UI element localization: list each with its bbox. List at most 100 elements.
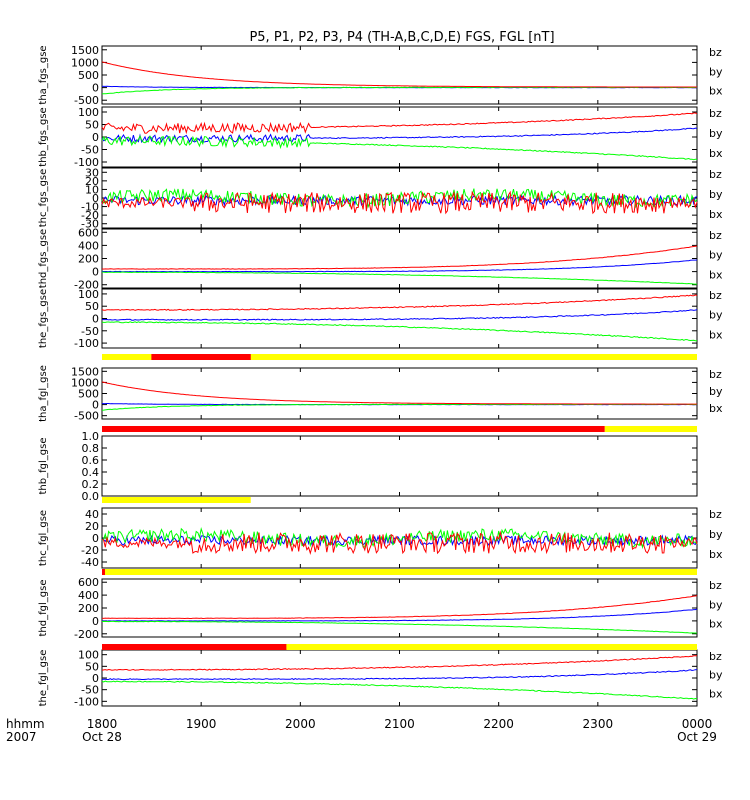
y-axis-label: thd_fgs_gse bbox=[38, 229, 49, 288]
y-tick-label: 0 bbox=[92, 399, 99, 412]
series-by bbox=[102, 271, 698, 285]
legend-by: by bbox=[709, 598, 723, 611]
x-axis-year-label: 2007 bbox=[6, 730, 37, 744]
y-tick-label: -20 bbox=[81, 544, 99, 557]
legend-by: by bbox=[709, 188, 723, 201]
panel-thb_fgl_gse: thb_fgl_gse 1.00.80.60.40.20.0 bbox=[38, 430, 698, 503]
y-axis-label: the_fgs_gse bbox=[38, 289, 49, 348]
legend-bz: bz bbox=[709, 289, 722, 302]
legend-bz: bz bbox=[709, 168, 722, 181]
series-bz bbox=[101, 112, 698, 135]
legend-by: by bbox=[709, 385, 723, 398]
y-axis-label: thd_fgl_gse bbox=[38, 580, 49, 637]
status-bar-segment bbox=[604, 426, 697, 432]
x-tick-label: 1800 bbox=[87, 717, 118, 731]
series-by bbox=[101, 526, 698, 550]
x-axis-start-date: Oct 28 bbox=[82, 730, 122, 744]
legend-by: by bbox=[709, 669, 723, 682]
y-tick-label: 200 bbox=[78, 602, 99, 615]
series-by bbox=[101, 321, 697, 342]
y-tick-label: 600 bbox=[78, 226, 99, 239]
y-tick-label: 100 bbox=[78, 288, 99, 301]
y-axis-label: the_fgl_gse bbox=[38, 650, 49, 707]
series-by bbox=[101, 620, 698, 634]
legend-by: by bbox=[709, 127, 723, 140]
y-tick-label: 0.0 bbox=[82, 490, 100, 503]
legend-bz: bz bbox=[709, 508, 722, 521]
legend-bz: bz bbox=[709, 368, 722, 381]
x-axis-end-date: Oct 29 bbox=[677, 730, 717, 744]
y-tick-label: 1500 bbox=[71, 365, 99, 378]
x-axis: hhmm 2007 Oct 28 Oct 29 1800 1900 2000 2100… bbox=[6, 717, 717, 744]
series-bx bbox=[101, 669, 698, 681]
y-tick-label: -100 bbox=[74, 695, 99, 708]
panels: tha_fgs_gse 150010005000-500bzbybxthb_fgs… bbox=[38, 44, 723, 709]
y-tick-label: 400 bbox=[78, 239, 99, 252]
series-bz bbox=[101, 595, 698, 620]
x-tick-label: 2300 bbox=[583, 717, 614, 731]
chart-title: P5, P1, P2, P3, P4 (TH-A,B,C,D,E) FGS, F… bbox=[249, 30, 554, 45]
y-tick-label: 50 bbox=[85, 300, 99, 313]
y-tick-label: 0 bbox=[92, 313, 99, 326]
y-tick-label: -200 bbox=[74, 279, 99, 292]
y-tick-label: -500 bbox=[74, 410, 99, 423]
legend-bx: bx bbox=[709, 208, 723, 221]
y-tick-label: 50 bbox=[85, 660, 99, 673]
y-tick-label: 1000 bbox=[71, 56, 99, 69]
y-tick-label: -200 bbox=[74, 628, 99, 641]
status-bar-segment bbox=[102, 354, 697, 360]
legend-bz: bz bbox=[709, 229, 722, 242]
legend-by: by bbox=[709, 249, 723, 262]
legend-bz: bz bbox=[709, 107, 722, 120]
y-tick-label: -20 bbox=[81, 209, 99, 222]
legend-bx: bx bbox=[709, 548, 723, 561]
y-tick-label: 0 bbox=[92, 672, 99, 685]
legend-bx: bx bbox=[709, 85, 723, 98]
y-tick-label: -40 bbox=[81, 556, 99, 569]
x-tick-label: 2200 bbox=[483, 717, 514, 731]
y-tick-label: -500 bbox=[74, 94, 99, 107]
y-tick-label: -10 bbox=[81, 201, 99, 214]
y-axis-label: thc_fgs_gse bbox=[38, 169, 49, 228]
series-by bbox=[101, 188, 698, 209]
y-tick-label: 0 bbox=[92, 131, 99, 144]
y-tick-label: -30 bbox=[81, 218, 99, 231]
legend-bx: bx bbox=[709, 618, 723, 631]
status-bar-segment bbox=[102, 644, 287, 650]
status-bar-segment bbox=[151, 354, 251, 360]
x-tick-label: 0000 bbox=[682, 717, 713, 731]
y-tick-label: 0 bbox=[92, 266, 99, 279]
y-tick-label: 40 bbox=[85, 508, 99, 521]
y-tick-label: 0.2 bbox=[82, 478, 100, 491]
y-tick-label: -50 bbox=[81, 684, 99, 697]
y-axis-label: tha_fgl_gse bbox=[38, 365, 49, 422]
x-tick-label: 2000 bbox=[285, 717, 316, 731]
status-bar-segment bbox=[102, 497, 251, 503]
y-tick-label: 200 bbox=[78, 253, 99, 266]
y-axis-label: thc_fgl_gse bbox=[38, 510, 49, 566]
series-bz bbox=[101, 61, 697, 88]
y-tick-label: 0 bbox=[92, 82, 99, 95]
series-by bbox=[101, 135, 698, 161]
y-tick-label: 100 bbox=[78, 649, 99, 662]
y-tick-label: 0.4 bbox=[82, 466, 100, 479]
y-tick-label: 1000 bbox=[71, 376, 99, 389]
y-tick-label: 1500 bbox=[71, 44, 99, 57]
series-by bbox=[101, 403, 698, 411]
series-bx bbox=[101, 309, 698, 321]
legend-bz: bz bbox=[709, 46, 722, 59]
y-tick-label: 0 bbox=[92, 532, 99, 545]
status-bar-segment bbox=[102, 426, 605, 432]
status-bar-segment bbox=[102, 569, 105, 575]
series-by bbox=[101, 680, 698, 700]
y-tick-label: 30 bbox=[85, 166, 99, 179]
y-tick-label: 0 bbox=[92, 615, 99, 628]
y-tick-label: 100 bbox=[78, 106, 99, 119]
y-tick-label: -50 bbox=[81, 144, 99, 157]
series-bz bbox=[101, 381, 697, 405]
